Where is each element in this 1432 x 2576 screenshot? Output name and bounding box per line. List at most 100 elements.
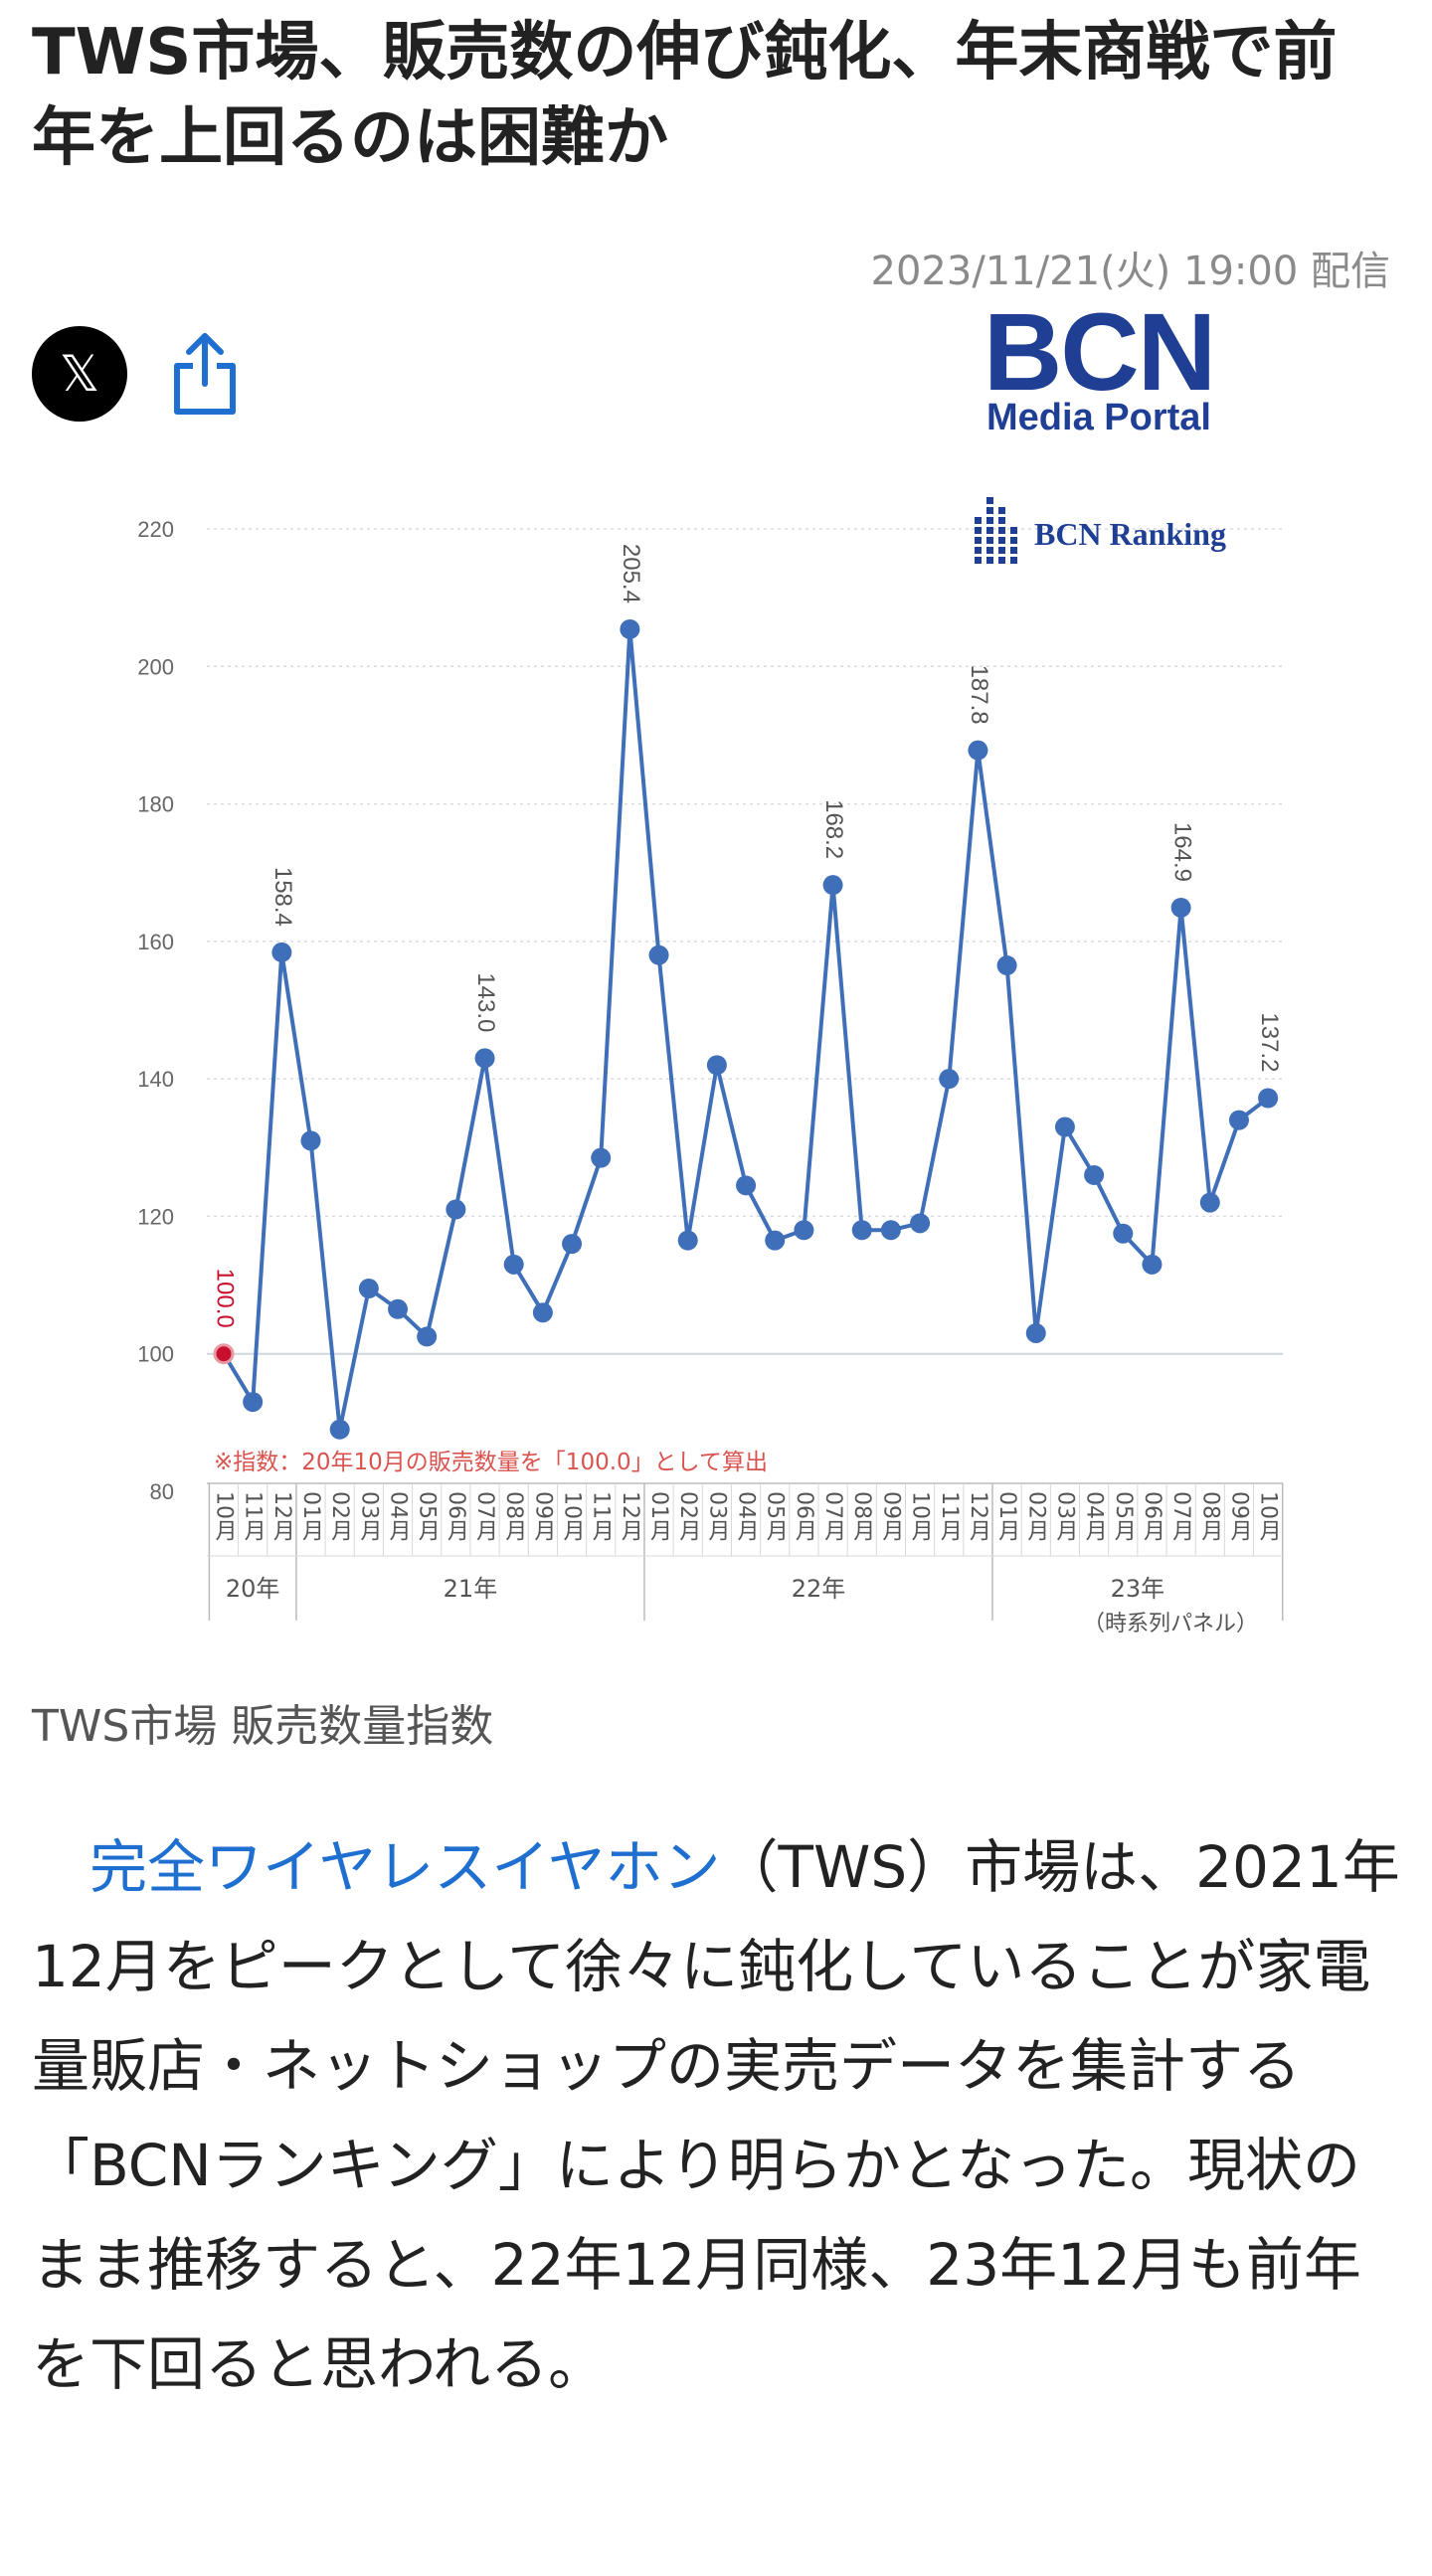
data-point xyxy=(388,1298,409,1319)
brand-mark-square xyxy=(998,527,1005,534)
year-label: 20年 xyxy=(226,1575,280,1603)
brand-mark-square xyxy=(986,517,993,524)
data-point xyxy=(300,1130,321,1151)
data-point xyxy=(996,955,1017,976)
data-point xyxy=(968,740,988,761)
data-point xyxy=(939,1069,960,1090)
x-tick-label: 12月 xyxy=(269,1491,295,1541)
year-label: 22年 xyxy=(792,1575,846,1603)
data-point xyxy=(446,1199,466,1220)
x-tick-label: 06月 xyxy=(792,1491,817,1541)
brand-text: BCN Ranking xyxy=(1034,516,1226,552)
data-point xyxy=(1228,1110,1249,1130)
y-tick-label: 180 xyxy=(137,792,174,817)
data-point xyxy=(1025,1322,1046,1343)
corner-label: （時系列パネル） xyxy=(1083,1612,1258,1636)
data-point xyxy=(532,1302,553,1323)
x-tick-label: 09月 xyxy=(878,1491,904,1541)
data-label: 205.4 xyxy=(618,544,644,603)
data-point xyxy=(417,1326,438,1347)
x-tick-label: 11月 xyxy=(589,1491,615,1541)
x-logo-icon: 𝕏 xyxy=(59,345,100,403)
x-tick-label: 05月 xyxy=(763,1491,789,1541)
brand-mark-square xyxy=(975,527,982,534)
brand-mark-square xyxy=(1010,527,1017,534)
data-point xyxy=(736,1175,757,1196)
x-tick-label: 08月 xyxy=(501,1491,527,1541)
series-line xyxy=(222,626,1270,1432)
sales-index-chart: 80 100 120 140 160 180 200 220 BCN Ranking 100.0 1… xyxy=(137,497,1284,1636)
x-tick-label: 02月 xyxy=(327,1491,353,1541)
x-tick-label: 11月 xyxy=(937,1491,963,1541)
brand-mark-square xyxy=(975,537,982,544)
data-point xyxy=(1170,897,1191,918)
data-point xyxy=(562,1234,583,1255)
data-label: 137.2 xyxy=(1256,1012,1283,1072)
x-tick-label: 12月 xyxy=(618,1491,643,1541)
data-point xyxy=(1142,1254,1163,1275)
logo-media-portal-text: Media Portal xyxy=(986,397,1211,438)
brand-mark-square xyxy=(1010,537,1017,544)
x-tick-label: 04月 xyxy=(1082,1491,1108,1541)
x-tick-label: 08月 xyxy=(1197,1491,1223,1541)
data-point xyxy=(1258,1088,1279,1109)
article-body: 完全ワイヤレスイヤホン（TWS）市場は、2021年12月をピークとして徐々に鈍化… xyxy=(32,1817,1400,2414)
x-tick-label: 03月 xyxy=(1052,1491,1078,1541)
y-tick-label: 120 xyxy=(137,1204,174,1229)
data-point xyxy=(474,1048,495,1069)
data-label: 164.9 xyxy=(1168,822,1195,882)
share-icon[interactable] xyxy=(169,330,241,418)
brand-mark-square xyxy=(998,507,1005,514)
y-tick-label: 100 xyxy=(137,1342,174,1367)
x-tick-label: 05月 xyxy=(415,1491,441,1541)
tws-link[interactable]: 完全ワイヤレスイヤホン xyxy=(90,1833,721,1901)
x-tick-label: 04月 xyxy=(734,1491,760,1541)
data-label: 100.0 xyxy=(212,1269,239,1328)
brand-mark-square xyxy=(986,497,993,504)
data-label: 187.8 xyxy=(966,665,992,725)
brand-mark-square xyxy=(1010,547,1017,554)
data-label: 143.0 xyxy=(472,972,499,1032)
data-point xyxy=(1054,1116,1075,1137)
y-tick-label: 220 xyxy=(137,517,174,542)
data-point xyxy=(620,618,640,639)
x-tick-label: 01月 xyxy=(298,1491,324,1541)
brand-mark-square xyxy=(986,547,993,554)
data-point xyxy=(794,1220,814,1241)
data-point xyxy=(1199,1192,1220,1213)
data-label: 168.2 xyxy=(820,799,847,859)
data-point xyxy=(648,945,669,965)
article-title: TWS市場、販売数の伸び鈍化、年末商戦で前年を上回るのは困難か xyxy=(32,16,1338,175)
data-point xyxy=(677,1230,698,1251)
brand-mark-square xyxy=(998,517,1005,524)
brand-mark-square xyxy=(998,557,1005,564)
brand-mark-square xyxy=(986,537,993,544)
x-tick-label: 10月 xyxy=(212,1491,238,1541)
x-tick-label: 03月 xyxy=(704,1491,730,1541)
data-point xyxy=(271,942,292,962)
brand-mark-square xyxy=(1010,557,1017,564)
x-tick-label: 02月 xyxy=(1023,1491,1049,1541)
brand-mark-square xyxy=(975,557,982,564)
data-point xyxy=(503,1254,524,1275)
data-point xyxy=(1084,1164,1105,1185)
y-tick-label: 80 xyxy=(150,1479,174,1504)
data-point xyxy=(329,1419,350,1440)
year-label: 21年 xyxy=(444,1575,498,1603)
logo-bcn-text: BCN xyxy=(983,291,1216,414)
x-tick-label: 05月 xyxy=(1111,1491,1137,1541)
brand-mark-square xyxy=(998,537,1005,544)
y-tick-label: 160 xyxy=(137,930,174,954)
x-tick-label: 07月 xyxy=(472,1491,498,1541)
x-tick-label: 06月 xyxy=(1140,1491,1165,1541)
data-point xyxy=(213,1343,235,1365)
brand-mark-square xyxy=(986,527,993,534)
data-point xyxy=(851,1220,872,1241)
x-tick-label: 11月 xyxy=(241,1491,267,1541)
x-tick-label: 06月 xyxy=(444,1491,469,1541)
y-tick-label: 140 xyxy=(137,1067,174,1092)
data-point xyxy=(243,1392,264,1413)
x-tick-label: 03月 xyxy=(356,1491,382,1541)
x-tick-label: 01月 xyxy=(994,1491,1020,1541)
share-x-button[interactable]: 𝕏 xyxy=(32,326,127,422)
